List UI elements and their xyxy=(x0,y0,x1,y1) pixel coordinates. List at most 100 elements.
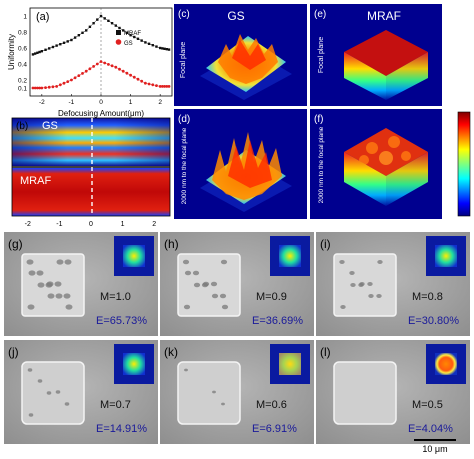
mraf-point xyxy=(103,17,106,20)
x-tick-label: 2 xyxy=(158,99,162,106)
gs-point xyxy=(160,85,164,88)
sem-pore xyxy=(221,402,225,406)
mraf-point xyxy=(70,38,73,42)
gs-point xyxy=(151,83,155,87)
sem-pore xyxy=(63,293,71,299)
mraf-point xyxy=(88,25,92,28)
panel-f: (f) 2000 nm to the focal plane xyxy=(310,109,442,219)
gs-point xyxy=(31,86,35,90)
sem-inset-fill xyxy=(279,353,301,375)
colorbar-gradient xyxy=(457,111,471,217)
legend-mraf: MRAF xyxy=(124,31,141,37)
sem-pore xyxy=(339,260,345,264)
mraf-point xyxy=(77,34,81,37)
panel-e-left-side xyxy=(344,52,386,100)
sem-panels: (g) M=1.0 E=65.73% (h) M=0.9 E=36.69% (i) M=0.8… xyxy=(4,232,470,444)
sem-pore xyxy=(193,282,201,288)
sem-panel-g: (g) M=1.0 E=65.73% xyxy=(4,232,158,336)
gs-point xyxy=(165,85,169,88)
legend: MRAF GS xyxy=(115,30,141,47)
sem-pore xyxy=(182,259,190,265)
sem-structure xyxy=(177,253,241,317)
panel-e-right-side xyxy=(386,52,428,100)
sem-pore xyxy=(64,259,72,265)
sem-panel-label: (i) xyxy=(320,237,331,251)
mraf-point xyxy=(125,31,129,34)
y-tick-labels: 1 0.8 0.6 0.4 0.20.1 xyxy=(18,14,27,93)
gs-point xyxy=(58,83,62,87)
sem-pore xyxy=(27,304,35,310)
sem-e-value: E=6.91% xyxy=(252,423,297,435)
sem-m-value: M=0.5 xyxy=(412,399,443,411)
sem-pore xyxy=(47,293,55,299)
y-tick-label: 0.4 xyxy=(18,62,27,69)
sem-m-value: M=1.0 xyxy=(100,291,131,303)
mraf-point xyxy=(155,45,158,48)
mraf-point xyxy=(118,26,121,30)
gs-point xyxy=(129,73,132,77)
sem-panel-k: (k) M=0.6 E=6.91% xyxy=(160,340,314,444)
panel-f-right-side xyxy=(386,152,428,206)
mraf-point xyxy=(163,47,166,50)
sem-pore xyxy=(27,368,33,372)
gs-point xyxy=(103,61,107,65)
sem-inset-pattern xyxy=(435,353,457,375)
mraf-point xyxy=(55,44,58,47)
mraf-point xyxy=(167,48,171,51)
panel-c-peaks-hi xyxy=(232,40,266,70)
gs-point xyxy=(155,84,158,87)
y-tick-label: 0.8 xyxy=(18,30,27,37)
sem-panel-i: (i) M=0.8 E=30.80% xyxy=(316,232,470,336)
panel-d-side-label: 2000 nm to the focal plane xyxy=(181,127,188,204)
mraf-point xyxy=(51,45,55,49)
sem-pore xyxy=(219,293,227,299)
gs-point xyxy=(81,72,84,75)
mraf-point xyxy=(38,50,41,54)
panel-f-ripple-1 xyxy=(366,142,378,154)
x-tick-label: 0 xyxy=(99,99,103,106)
gs-point xyxy=(143,81,147,85)
sem-e-value: E=4.04% xyxy=(408,423,453,435)
mraf-point xyxy=(151,44,154,47)
panel-a-chart: (a) Uniformity 10.80.60.40.20.1 -2 -1 0 1 2 … xyxy=(7,7,173,118)
panel-d: (d) 2000 nm to the focal plane xyxy=(174,109,307,219)
gs-point xyxy=(55,85,59,88)
panel-c-label: (c) xyxy=(178,9,190,20)
band-mraf xyxy=(12,168,170,216)
gs-point xyxy=(88,67,92,71)
gs-point xyxy=(110,64,114,68)
panel-b-x-tick-label: 1 xyxy=(121,221,125,228)
sem-m-value: M=0.8 xyxy=(412,291,443,303)
panel-d-label: (d) xyxy=(178,114,190,125)
sem-pore xyxy=(202,281,210,287)
mraf-point xyxy=(114,24,117,27)
sem-pore xyxy=(211,293,219,299)
panel-b-x-tick-labels: -2 -1 0 1 2 xyxy=(25,221,157,228)
scale-bar: 10 μm xyxy=(414,439,456,454)
gs-point xyxy=(33,86,37,90)
gs-point xyxy=(73,76,77,80)
sem-pore xyxy=(28,413,34,417)
sem-pore xyxy=(377,260,383,264)
sem-pore xyxy=(46,281,54,287)
panel-b-label: (b) xyxy=(16,121,28,132)
sem-structure xyxy=(333,253,397,317)
y-tick-label: 0.2 xyxy=(18,78,27,85)
sem-pore xyxy=(65,304,73,310)
sem-m-value: M=0.7 xyxy=(100,399,131,411)
gs-point xyxy=(70,78,73,82)
mraf-point xyxy=(107,19,110,22)
sem-inset-pattern xyxy=(435,245,457,267)
sem-pore xyxy=(54,281,62,287)
scale-bar-label: 10 μm xyxy=(422,444,447,454)
sem-pore xyxy=(359,282,365,286)
panel-f-ripple-4 xyxy=(401,151,411,161)
sem-inset-pattern xyxy=(279,245,301,267)
panel-f-left-side xyxy=(344,152,386,206)
sem-pore xyxy=(28,270,36,276)
mraf-point xyxy=(161,47,164,50)
panel-b-x-tick-label: 0 xyxy=(89,221,93,228)
band-gs-fade xyxy=(12,118,170,166)
panel-b: (b) GS MRAF -2 -1 0 1 2 xyxy=(11,117,171,228)
